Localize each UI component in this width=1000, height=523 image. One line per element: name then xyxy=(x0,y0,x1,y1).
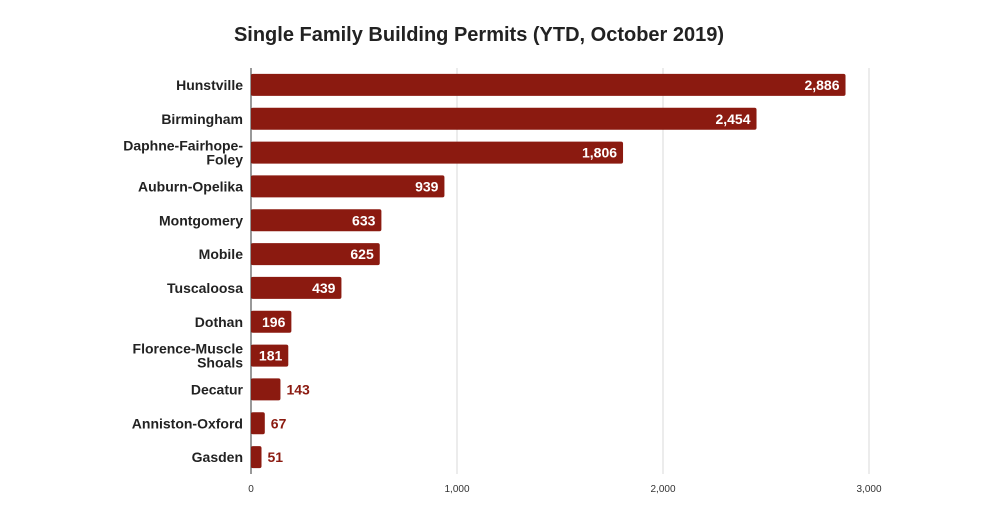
category-label: Tuscaloosa xyxy=(167,280,243,296)
category-label: Dothan xyxy=(195,314,243,330)
x-tick-label: 1,000 xyxy=(444,484,469,495)
category-label: Birmingham xyxy=(161,111,243,127)
value-labels: 2,886 2,454 1,806 939 633 625 439 196 181 143 67 51 xyxy=(259,77,840,465)
bar xyxy=(251,446,262,469)
bar xyxy=(251,344,289,367)
category-label-line: Shoals xyxy=(197,355,243,371)
x-axis-ticks: 0 1,000 2,000 3,000 xyxy=(248,484,882,495)
value-label: 67 xyxy=(271,415,287,431)
category-label: Auburn-Opelika xyxy=(138,178,243,194)
x-tick-label: 0 xyxy=(248,484,254,495)
x-tick-label: 2,000 xyxy=(650,484,675,495)
category-label-line: Birmingham xyxy=(161,111,243,127)
value-label: 633 xyxy=(352,212,376,228)
category-label-line: Mobile xyxy=(199,246,244,262)
category-label: Daphne-Fairhope-Foley xyxy=(123,138,243,168)
category-label-line: Anniston-Oxford xyxy=(132,415,243,431)
category-label-line: Decatur xyxy=(191,381,244,397)
category-label-line: Dothan xyxy=(195,314,243,330)
category-label-line: Tuscaloosa xyxy=(167,280,243,296)
category-label: Gasden xyxy=(192,449,243,465)
category-label: Montgomery xyxy=(159,212,243,228)
category-label: Mobile xyxy=(199,246,244,262)
category-label-line: Auburn-Opelika xyxy=(138,178,243,194)
bar xyxy=(251,378,281,401)
value-label: 51 xyxy=(268,449,284,465)
category-label-line: Hunstville xyxy=(176,77,243,93)
value-label: 439 xyxy=(312,280,336,296)
category-label-line: Daphne-Fairhope- xyxy=(123,138,243,154)
value-label: 625 xyxy=(350,246,374,262)
bars xyxy=(251,73,846,469)
category-labels: Hunstville Birmingham Daphne-Fairhope-Fole… xyxy=(123,77,243,465)
value-label: 181 xyxy=(259,348,283,364)
bar xyxy=(251,175,445,198)
bar xyxy=(251,310,292,333)
category-label: Hunstville xyxy=(176,77,243,93)
value-label: 196 xyxy=(262,314,286,330)
value-label: 2,886 xyxy=(804,77,839,93)
category-label: Florence-Muscle Shoals xyxy=(133,341,244,371)
category-label-line: Gasden xyxy=(192,449,243,465)
x-tick-label: 3,000 xyxy=(856,484,881,495)
bar xyxy=(251,243,380,266)
category-label: Decatur xyxy=(191,381,244,397)
category-label-line: Montgomery xyxy=(159,212,243,228)
category-label: Anniston-Oxford xyxy=(132,415,243,431)
value-label: 2,454 xyxy=(715,111,750,127)
bar xyxy=(251,141,624,164)
value-label: 939 xyxy=(415,178,439,194)
bar xyxy=(251,412,265,435)
chart-title: Single Family Building Permits (YTD, Oct… xyxy=(234,24,724,46)
bar xyxy=(251,276,342,299)
gridlines xyxy=(250,68,870,474)
value-label: 1,806 xyxy=(582,145,617,161)
bar xyxy=(251,107,757,130)
bar xyxy=(251,73,846,96)
category-label-line: Florence-Muscle xyxy=(133,341,244,357)
value-label: 143 xyxy=(286,381,310,397)
category-label-line: Foley xyxy=(206,152,243,168)
bar xyxy=(251,209,382,232)
